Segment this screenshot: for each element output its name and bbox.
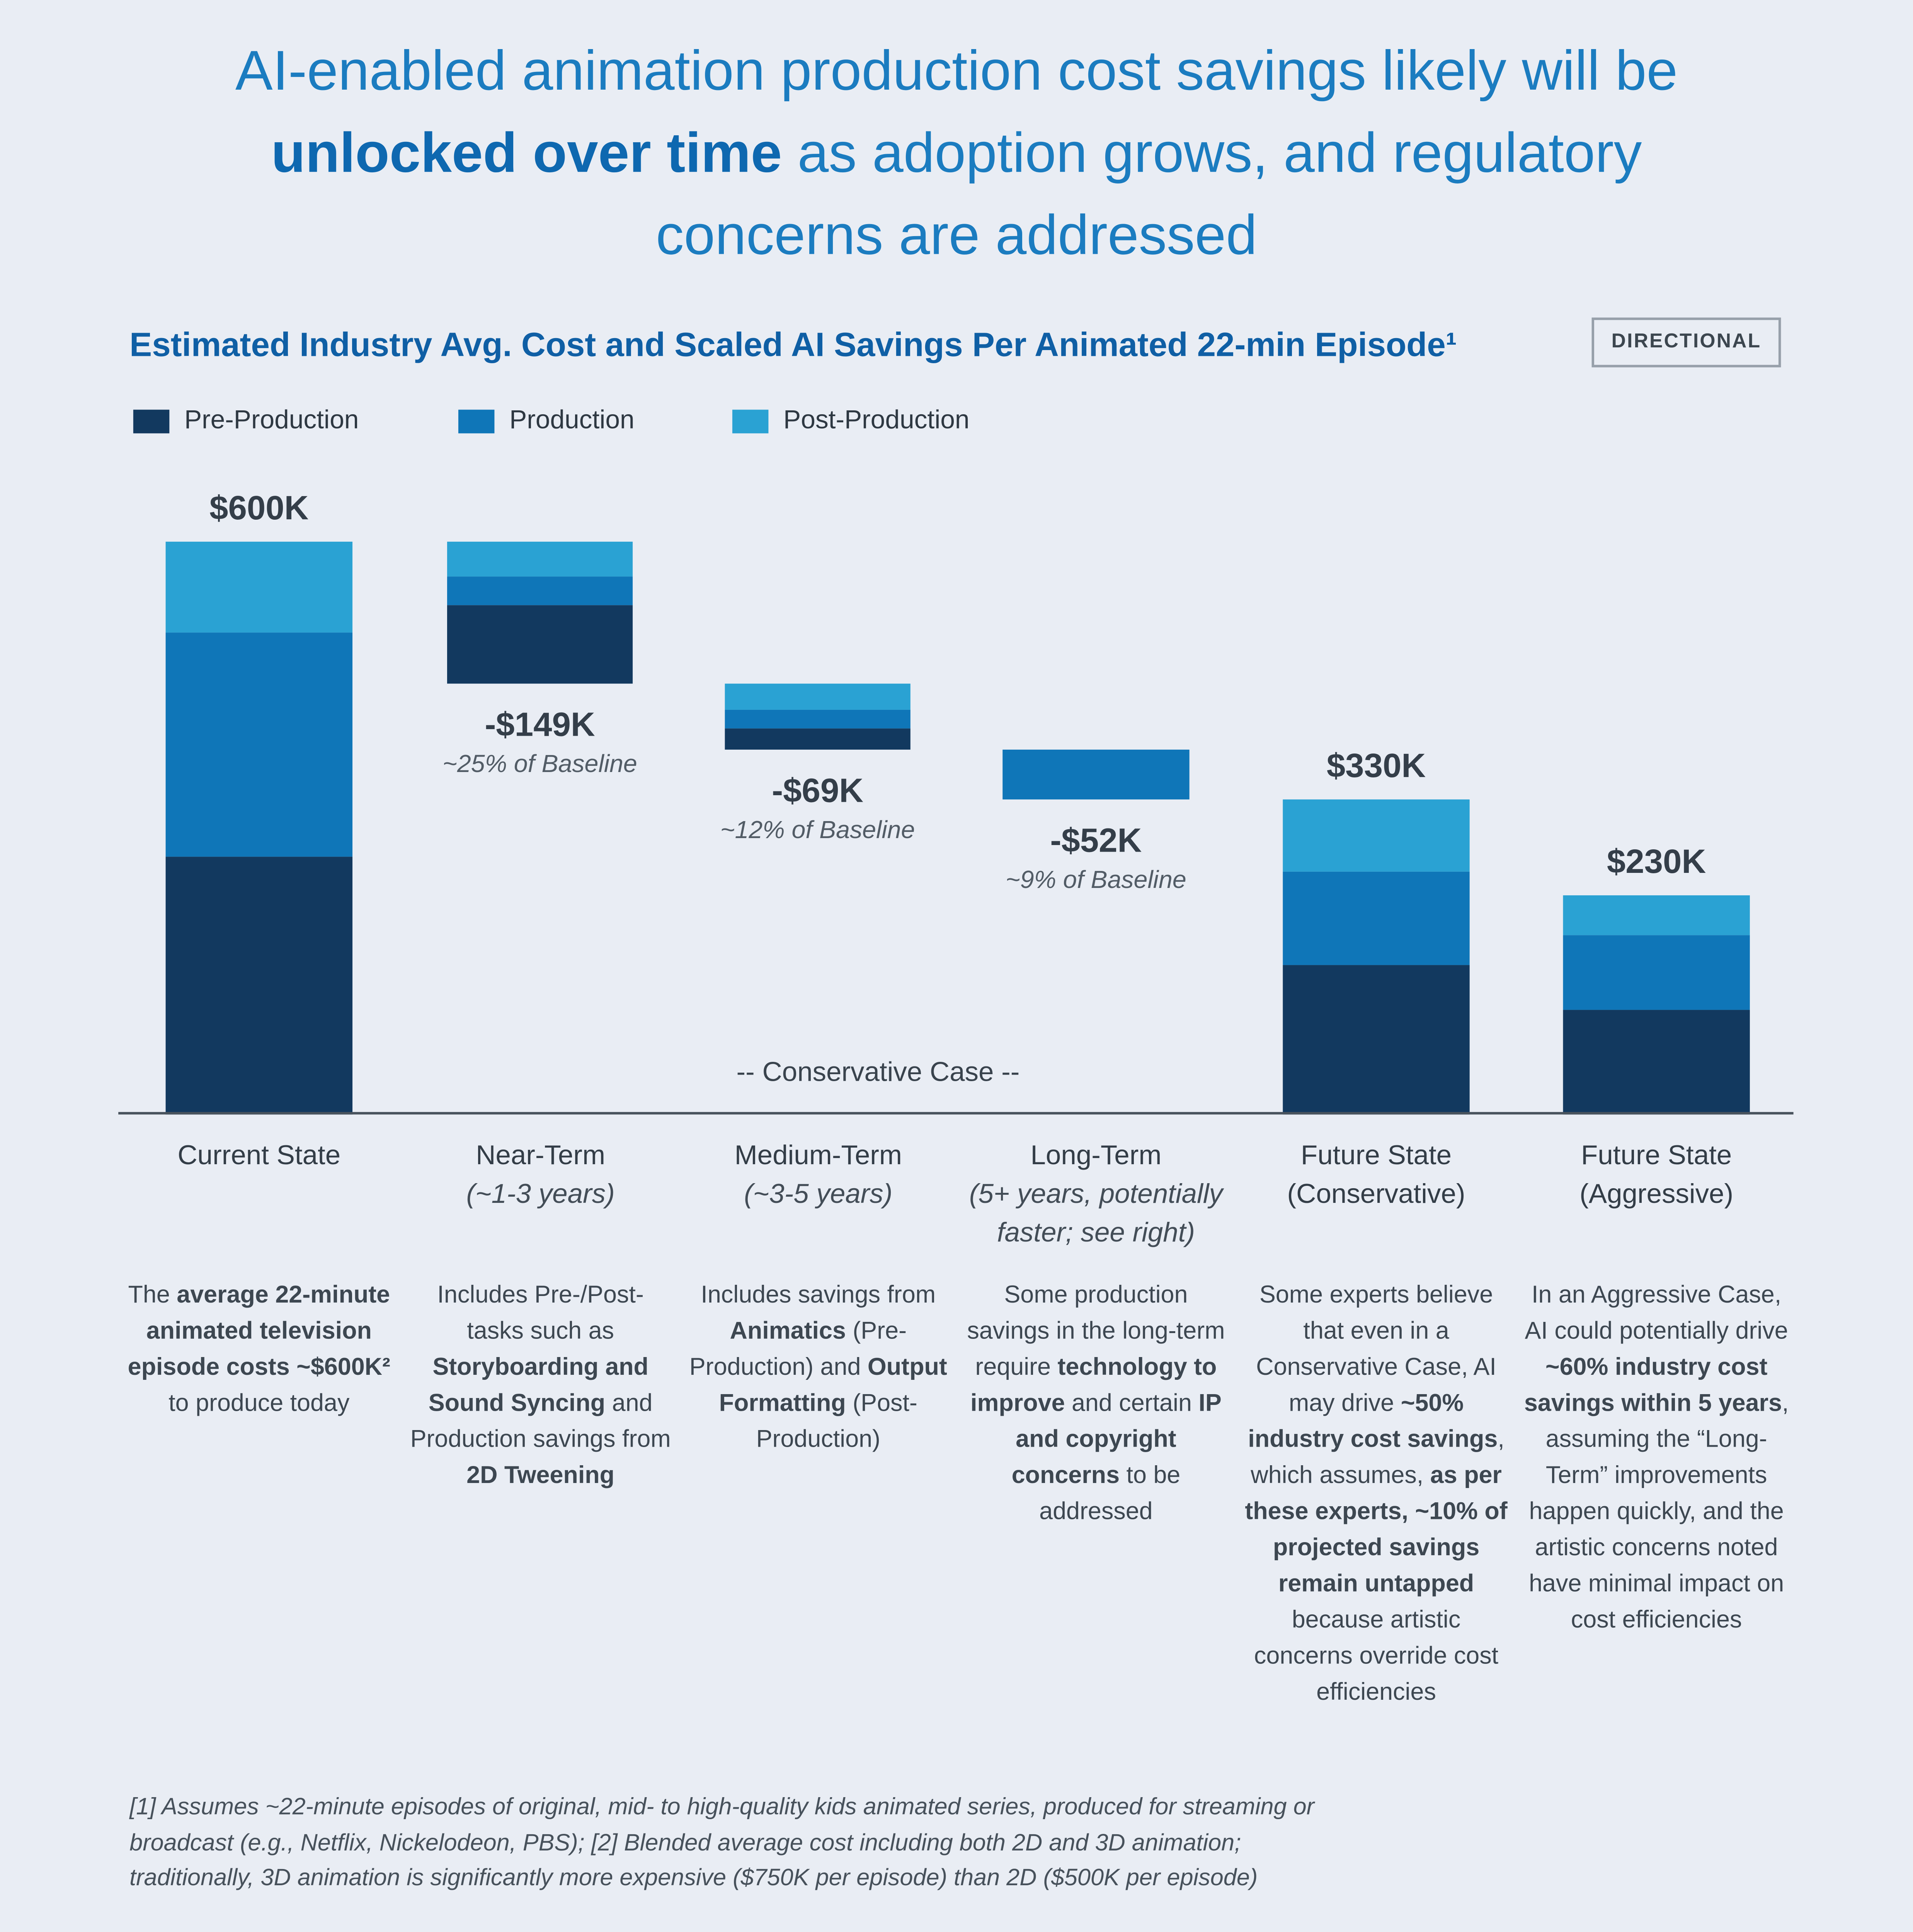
legend-swatch — [732, 409, 769, 433]
legend-label: Pre-Production — [184, 406, 359, 435]
bar-segment-pre — [1563, 1009, 1750, 1115]
chart-title: Estimated Industry Avg. Cost and Scaled … — [129, 326, 1457, 364]
bar-segment-prod — [447, 577, 633, 606]
legend-swatch — [458, 409, 495, 433]
category-name: Future State — [1581, 1139, 1732, 1171]
bar — [1283, 799, 1470, 1115]
category-label: Medium-Term (~3-5 years) — [675, 1136, 962, 1213]
bar-segment-prod — [725, 709, 911, 729]
bar-description: Includes Pre-/Post- tasks such as Storyb… — [410, 1281, 671, 1490]
bar-description: Includes savings from Animatics (Pre-Pro… — [689, 1281, 947, 1453]
bar — [165, 541, 353, 1115]
bar-column: -$52K ~9% of Baseline — [1002, 467, 1190, 1114]
legend-item-pre-production: Pre-Production — [133, 406, 359, 435]
category-sublabel: (Aggressive) — [1579, 1178, 1734, 1209]
legend-item-post-production: Post-Production — [732, 406, 970, 435]
footnote: [1] Assumes ~22-minute episodes of origi… — [129, 1794, 1315, 1892]
bar-segment-post — [447, 541, 633, 577]
pct-label: ~9% of Baseline — [1006, 866, 1186, 894]
chart-area: $600K -$149K ~25% of Baseline -$69K ~12%… — [0, 467, 1913, 1115]
bar-segment-prod — [1283, 872, 1470, 966]
bar-segment-prod — [1002, 750, 1190, 799]
bar-segment-pre — [1283, 965, 1470, 1115]
value-label: $330K — [1326, 747, 1426, 785]
bar-column: $330K — [1283, 467, 1470, 1115]
pct-label — [1501, 467, 1812, 499]
category-sublabel: (~3-5 years) — [744, 1178, 893, 1209]
value-label: -$69K — [772, 772, 864, 810]
bar-segment-prod — [1563, 935, 1750, 1010]
bar — [1563, 895, 1750, 1115]
page-title: AI-enabled animation production cost sav… — [235, 38, 1678, 267]
bar — [447, 541, 633, 684]
x-axis-line — [118, 1112, 1794, 1115]
legend-label: Post-Production — [783, 406, 970, 435]
bar-description: Some production savings in the long-term… — [967, 1281, 1225, 1526]
directional-badge: DIRECTIONAL — [1591, 317, 1781, 367]
bar — [1002, 750, 1190, 799]
legend-item-production: Production — [458, 406, 635, 435]
value-label: $600K — [209, 489, 309, 527]
bar-segment-pre — [725, 729, 911, 750]
category-name: Future State — [1300, 1139, 1452, 1171]
bar-segment-pre — [447, 605, 633, 684]
bar-column: $230K — [1563, 467, 1750, 1115]
bar-segment-post — [725, 684, 911, 710]
value-label: -$149K — [485, 706, 595, 744]
bar-column: $600K — [165, 467, 353, 1115]
bar-segment-prod — [165, 632, 353, 857]
legend-swatch — [133, 409, 170, 433]
bar-segment-post — [165, 541, 353, 633]
category-label: Near-Term (~1-3 years) — [397, 1136, 684, 1213]
category-label: Current State — [116, 1136, 402, 1174]
bar-description: Some experts believe that even in a Cons… — [1245, 1281, 1508, 1706]
bar-column: -$149K ~25% of Baseline — [443, 467, 637, 1114]
category-name: Near-Term — [476, 1139, 606, 1171]
category-name: Long-Term — [1030, 1139, 1162, 1171]
pct-label: ~12% of Baseline — [720, 817, 915, 845]
category-sublabel: (Conservative) — [1287, 1178, 1465, 1209]
bar-segment-post — [1283, 799, 1470, 872]
category-label: Long-Term (5+ years, potentially faster;… — [940, 1136, 1252, 1252]
bar-segment-post — [1563, 895, 1750, 935]
bar-description: In an Aggressive Case, AI could potentia… — [1524, 1281, 1789, 1634]
category-name: Medium-Term — [734, 1139, 902, 1171]
pct-label — [103, 467, 415, 499]
category-name: Current State — [177, 1139, 341, 1171]
pct-label: ~25% of Baseline — [443, 751, 637, 779]
bar-segment-pre — [165, 857, 353, 1115]
category-sublabel: (5+ years, potentially faster; see right… — [969, 1178, 1223, 1248]
category-label: Future State (Conservative) — [1233, 1136, 1519, 1213]
bar-description: The average 22-minute animated televisio… — [128, 1281, 391, 1417]
legend-label: Production — [509, 406, 635, 435]
category-label: Future State (Aggressive) — [1513, 1136, 1800, 1213]
pct-label — [1220, 467, 1532, 499]
value-label: -$52K — [1050, 821, 1142, 859]
bar-column: -$69K ~12% of Baseline — [720, 467, 915, 1114]
category-sublabel: (~1-3 years) — [466, 1178, 615, 1209]
value-label: $230K — [1607, 842, 1706, 880]
bar — [725, 684, 911, 750]
conservative-case-note: -- Conservative Case -- — [736, 1056, 1020, 1087]
